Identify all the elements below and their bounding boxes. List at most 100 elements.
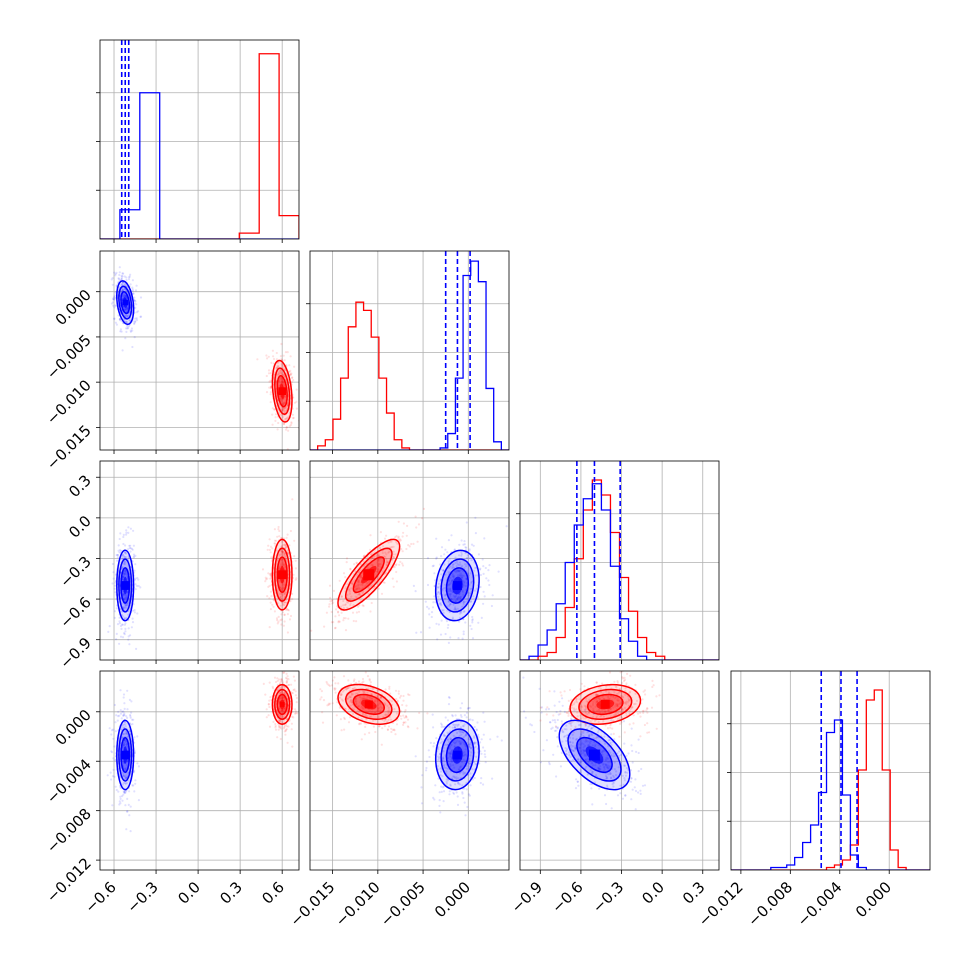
blue-sample-point <box>560 751 563 755</box>
blue-sample-point <box>433 798 436 801</box>
red-sample-point <box>283 359 286 362</box>
blue-sample-point <box>587 761 590 764</box>
blue-sample-point <box>120 274 123 277</box>
red-sample-point <box>280 618 283 621</box>
blue-sample-point <box>134 577 137 580</box>
blue-sample-point <box>131 279 134 282</box>
red-sample-point <box>272 357 276 361</box>
hist-content <box>520 461 719 660</box>
red-sample-point <box>283 730 286 733</box>
blue-sample-point <box>437 623 440 626</box>
blue-sample-point <box>460 574 463 577</box>
red-sample-point <box>357 581 361 584</box>
red-sample-point <box>280 709 283 713</box>
blue-sample-point <box>436 586 439 589</box>
scatter-content <box>319 671 503 817</box>
red-sample-point <box>321 711 324 714</box>
blue-sample-point <box>444 632 447 636</box>
red-sample-point <box>386 710 389 713</box>
red-sample-point <box>264 580 267 583</box>
red-sample-point <box>397 690 400 693</box>
red-sample-point <box>360 574 363 577</box>
red-sample-point <box>339 696 342 699</box>
blue-sample-point <box>572 749 575 752</box>
blue-sample-point <box>125 555 128 558</box>
blue-sample-point <box>447 738 450 741</box>
red-sample-point <box>377 587 380 590</box>
blue-sample-point <box>452 603 455 606</box>
blue-sample-point <box>438 799 441 802</box>
blue-sample-point <box>120 726 123 729</box>
red-sample-point <box>404 721 407 724</box>
red-sample-point <box>268 380 271 383</box>
red-sample-point <box>272 720 275 724</box>
red-sample-point <box>348 588 351 591</box>
red-sample-point <box>279 593 282 596</box>
red-sample-point <box>567 699 570 703</box>
red-sample-point <box>281 550 284 553</box>
red-sample-point <box>373 585 376 589</box>
blue-sample-point <box>484 761 487 764</box>
blue-sample-point <box>114 721 117 724</box>
red-sample-point <box>278 719 281 722</box>
red-sample-point <box>394 689 398 692</box>
red-sample-point <box>415 526 418 529</box>
blue-sample-point <box>133 321 136 325</box>
blue-sample-point <box>480 738 483 741</box>
blue-sample-point <box>447 600 450 603</box>
red-sample-point <box>599 715 602 718</box>
red-sample-point <box>390 730 393 734</box>
blue-sample-point <box>470 751 473 754</box>
red-sample-point <box>618 691 621 694</box>
blue-sample-point <box>442 725 445 728</box>
blue-sample-point <box>126 689 129 692</box>
blue-sample-point <box>118 714 121 717</box>
blue-sample-point <box>446 743 449 747</box>
blue-sample-point <box>123 726 126 729</box>
blue-sample-point <box>462 758 465 761</box>
blue-sample-point <box>459 742 462 745</box>
blue-sample-point <box>110 278 113 281</box>
blue-sample-point <box>125 744 128 748</box>
red-sample-point <box>287 551 290 555</box>
blue-sample-point <box>122 732 125 736</box>
red-sample-point <box>277 615 280 619</box>
red-sample-point <box>368 731 371 735</box>
blue-sample-point <box>456 795 459 798</box>
blue-sample-point <box>124 781 127 785</box>
red-sample-point <box>370 563 373 567</box>
blue-sample-point <box>473 776 476 780</box>
blue-sample-point <box>125 320 128 323</box>
red-sample-point <box>397 520 400 523</box>
red-sample-point <box>267 355 270 358</box>
blue-sample-point <box>443 563 446 566</box>
blue-sample-point <box>139 296 143 299</box>
red-sample-point <box>283 410 286 413</box>
blue-sample-point <box>119 318 122 321</box>
blue-sample-point <box>459 743 462 746</box>
blue-sample-point <box>441 740 444 743</box>
blue-sample-point <box>449 763 452 766</box>
blue-sample-point <box>464 734 467 737</box>
blue-sample-point <box>133 569 136 572</box>
red-sample-point <box>402 721 405 724</box>
red-sample-point <box>387 706 390 710</box>
blue-sample-point <box>608 749 611 753</box>
blue-sample-point <box>133 611 136 614</box>
blue-sample-point <box>118 551 121 554</box>
blue-sample-point <box>453 726 456 729</box>
blue-sample-point <box>133 296 136 299</box>
red-sample-point <box>591 702 595 705</box>
blue-sample-point <box>455 741 458 744</box>
red-sample-point <box>585 700 588 703</box>
red-sample-point <box>401 562 404 565</box>
red-sample-point <box>607 695 610 698</box>
red-sample-point <box>639 711 642 715</box>
blue-sample-point <box>473 725 476 729</box>
red-sample-point <box>597 697 601 700</box>
red-sample-point <box>283 707 287 710</box>
red-sample-point <box>269 551 272 554</box>
red-sample-point <box>382 545 385 548</box>
red-sample-point <box>280 378 283 381</box>
blue-sample-point <box>124 630 127 633</box>
